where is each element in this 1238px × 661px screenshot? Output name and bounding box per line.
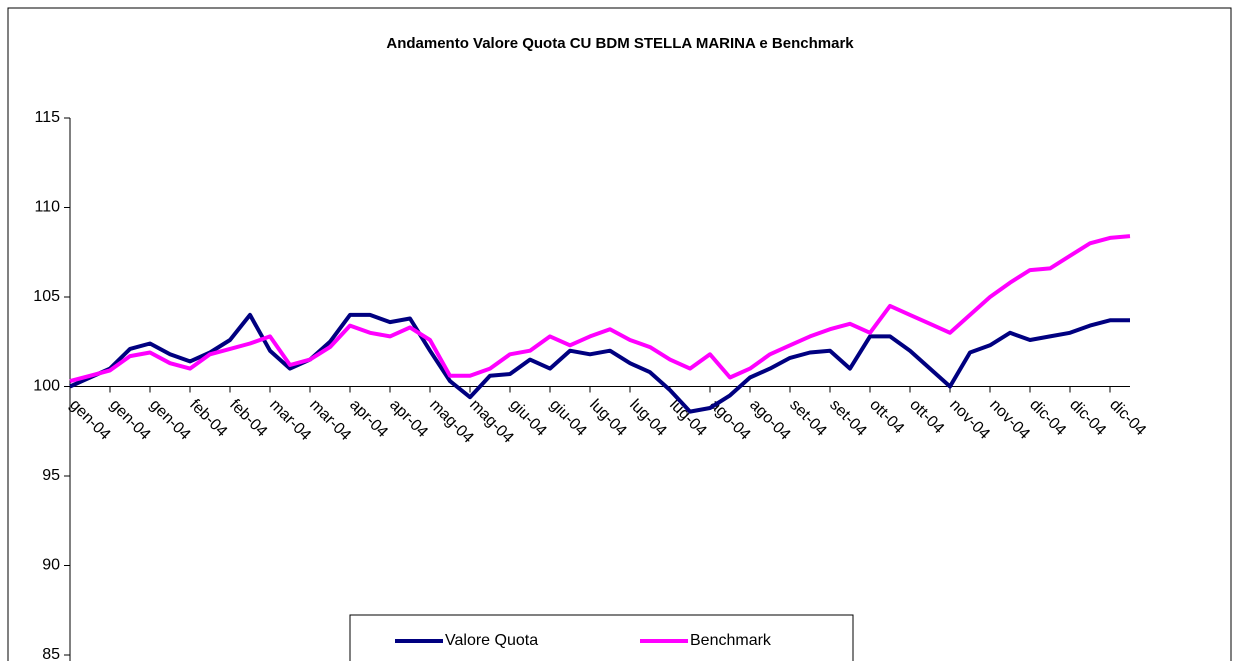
y-tick-label: 85 xyxy=(42,646,60,661)
y-tick-label: 110 xyxy=(34,199,60,216)
y-tick-label: 105 xyxy=(33,288,60,305)
series-line xyxy=(69,234,1131,384)
legend-label: Valore Quota xyxy=(445,632,538,649)
y-tick-label: 100 xyxy=(33,378,60,395)
legend-box xyxy=(349,614,854,661)
y-tick-label: 95 xyxy=(42,467,60,484)
y-tick-label: 115 xyxy=(34,109,60,126)
chart-title: Andamento Valore Quota CU BDM STELLA MAR… xyxy=(386,35,854,52)
series-line xyxy=(69,312,1130,414)
y-tick-label: 90 xyxy=(42,557,60,574)
legend-label: Benchmark xyxy=(690,632,772,649)
